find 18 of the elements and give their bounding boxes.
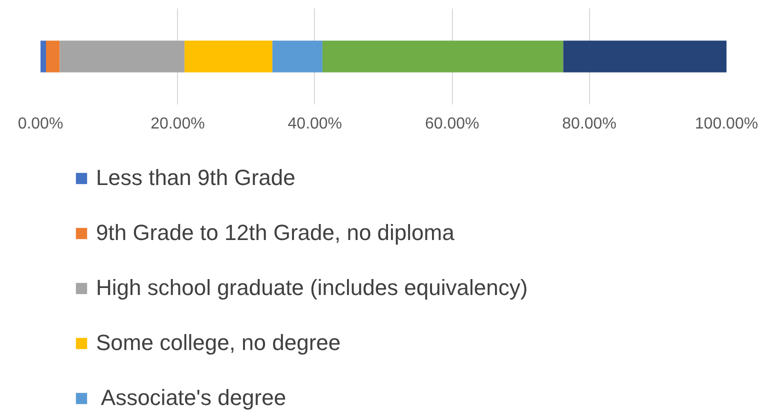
x-tick-label: 0.00% [18,116,64,132]
bar [322,40,564,72]
bar [184,40,272,72]
x-tick-label: 40.00% [288,116,342,132]
legend-label: High school graduate (includes equivalency) [96,275,528,301]
legend-label: Less than 9th Grade [96,165,296,191]
x-tick-label: 80.00% [562,116,616,132]
legend-label: Associate's degree [100,385,286,411]
x-tick-label: 20.00% [150,116,205,132]
x-tick-label: 100.00% [694,116,758,132]
legend-label: 9th Grade to 12th Grade, no diploma [96,220,454,246]
bar [46,40,60,72]
bar [272,40,322,72]
bar [563,40,726,72]
x-tick-label: 60.00% [424,116,480,132]
legend-label: Some college, no degree [96,330,341,356]
bar [40,40,46,72]
bar [60,40,185,72]
